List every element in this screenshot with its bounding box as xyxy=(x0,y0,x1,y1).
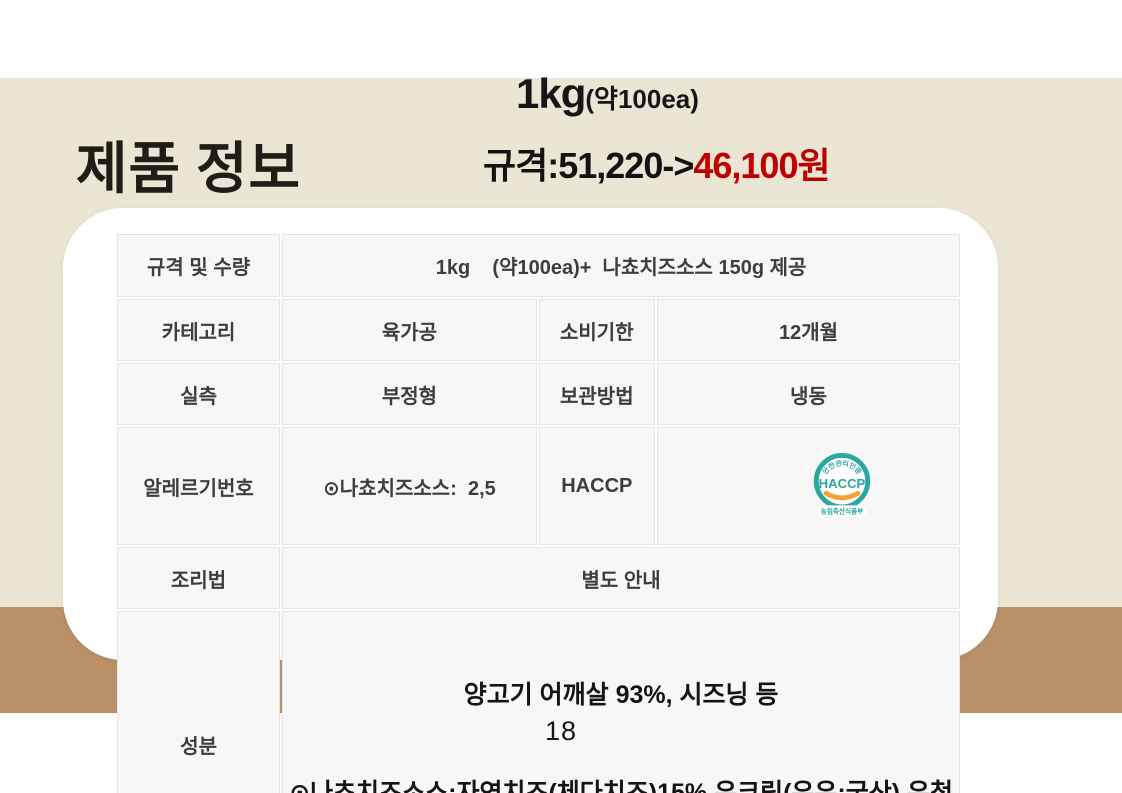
table-row-shape: 실측 부정형 보관방법 냉동 xyxy=(117,363,960,425)
haccp-certification-icon: 안전관리인증 HACCP 농림축산식품부 xyxy=(813,452,870,518)
product-info-card: 규격 및 수량 1kg (약100ea)+ 나쵸치즈소스 150g 제공 카테고… xyxy=(63,208,998,793)
ingredients-label: 성분 xyxy=(117,611,281,793)
category-label: 카테고리 xyxy=(117,299,281,361)
expiry-label: 소비기한 xyxy=(538,299,655,361)
haccp-bottom-text: 농림축산식품부 xyxy=(821,507,863,516)
haccp-main-text: HACCP xyxy=(819,476,866,491)
table-row-category: 카테고리 육가공 소비기한 12개월 xyxy=(117,299,960,361)
allergy-label: 알레르기번호 xyxy=(117,427,281,545)
product-size-main: 1kg xyxy=(516,70,586,117)
page-number: 18 xyxy=(544,716,578,746)
category-value: 육가공 xyxy=(282,299,537,361)
ingredients-value: 양고기 어깨살 93%, 시즈닝 등 ⊙나쵸치즈소스:자연치즈(체다치즈)15%… xyxy=(282,611,960,793)
product-info-table: 규격 및 수량 1kg (약100ea)+ 나쵸치즈소스 150g 제공 카테고… xyxy=(115,232,962,793)
cooking-value: 별도 안내 xyxy=(282,547,960,609)
table-row-allergy: 알레르기번호 ⊙나쵸치즈소스: 2,5 HACCP 안전관리인증 HACCP xyxy=(117,427,960,545)
haccp-logo-cell: 안전관리인증 HACCP 농림축산식품부 xyxy=(656,427,960,545)
allergy-value: ⊙나쵸치즈소스: 2,5 xyxy=(282,427,537,545)
storage-label: 보관방법 xyxy=(538,363,655,425)
price-discounted: 46,100원 xyxy=(693,145,830,186)
ingredients-line-1: 양고기 어깨살 93%, 시즈닝 등 xyxy=(463,681,779,709)
storage-value: 냉동 xyxy=(656,363,960,425)
price-line: 규격:51,220->46,100원 xyxy=(483,137,831,189)
expiry-value: 12개월 xyxy=(656,299,960,361)
cooking-label: 조리법 xyxy=(117,547,281,609)
table-row-ingredients: 성분 양고기 어깨살 93%, 시즈닝 등 ⊙나쵸치즈소스:자연치즈(체다치즈)… xyxy=(117,611,960,793)
shape-label: 실측 xyxy=(117,363,281,425)
spec-label: 규격 및 수량 xyxy=(117,234,281,297)
price-original: 규격:51,220-> xyxy=(483,145,694,186)
product-size-label: 1kg(약100ea) xyxy=(516,70,699,118)
table-row-spec: 규격 및 수량 1kg (약100ea)+ 나쵸치즈소스 150g 제공 xyxy=(117,234,960,297)
page-title: 제품 정보 xyxy=(76,139,302,201)
haccp-label: HACCP xyxy=(538,427,655,545)
spec-value: 1kg (약100ea)+ 나쵸치즈소스 150g 제공 xyxy=(282,234,960,297)
ingredients-line-2: ⊙나쵸치즈소스:자연치즈(체다치즈)15%,유크림(우유:국산),유청 xyxy=(289,778,954,793)
table-row-cooking: 조리법 별도 안내 xyxy=(117,547,960,609)
product-size-sub: (약100ea) xyxy=(585,84,699,114)
shape-value: 부정형 xyxy=(282,363,537,425)
